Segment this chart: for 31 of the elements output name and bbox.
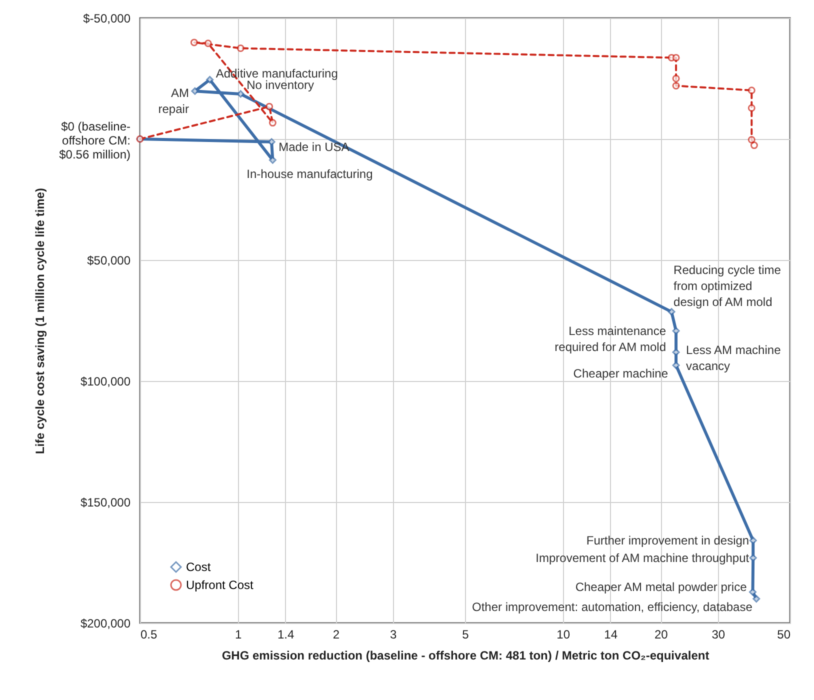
y-tick-label: $100,000 — [80, 374, 131, 388]
annotation: Reducing cycle time from optimized design of AM mold — [674, 262, 782, 309]
x-axis-title: GHG emission reduction (baseline - offshore CM: 481 ton) / Metric ton CO₂-equivalent — [222, 648, 710, 662]
y-tick-label: $50,000 — [87, 254, 131, 268]
x-tick-label: 10 — [556, 628, 570, 642]
x-tick-label: 30 — [712, 628, 726, 642]
annotation: Less AM machine vacancy — [686, 343, 782, 374]
x-tick-label: 14 — [604, 628, 618, 642]
legend-label: Upfront Cost — [186, 578, 254, 592]
x-tick-label: 3 — [390, 628, 398, 642]
annotation: Improvement of AM machine throughput — [536, 550, 750, 565]
y-tick-label: $200,000 — [80, 616, 131, 630]
annotation: Less maintenance required for AM mold — [554, 324, 666, 354]
x-tick-label: 1 — [234, 628, 242, 642]
y-tick-label: $150,000 — [80, 496, 131, 510]
x-tick-label: 2 — [332, 628, 340, 642]
x-tick-label: 1.4 — [277, 628, 294, 642]
annotation: Further improvement in design — [586, 533, 750, 548]
y-tick-label: $0 (baseline- offshore CM: $0.56 million) — [59, 120, 131, 162]
annotation: Cheaper AM metal powder price — [575, 580, 748, 594]
annotation: Cheaper machine — [573, 366, 668, 380]
annotation: Other improvement: automation, efficiency, database — [472, 600, 753, 614]
x-tick-label: 50 — [777, 628, 791, 642]
y-axis-title: Life cycle cost saving (1 million cycle life time) — [33, 188, 48, 454]
annotation: AM repair — [158, 86, 189, 116]
y-tick-label: $-50,000 — [83, 12, 131, 26]
x-tick-label: 5 — [462, 628, 470, 642]
legend-label: Cost — [186, 560, 212, 574]
x-tick-label: 20 — [654, 628, 668, 642]
annotation: In-house manufacturing — [246, 167, 373, 182]
x-tick-label: 0.5 — [140, 628, 158, 642]
